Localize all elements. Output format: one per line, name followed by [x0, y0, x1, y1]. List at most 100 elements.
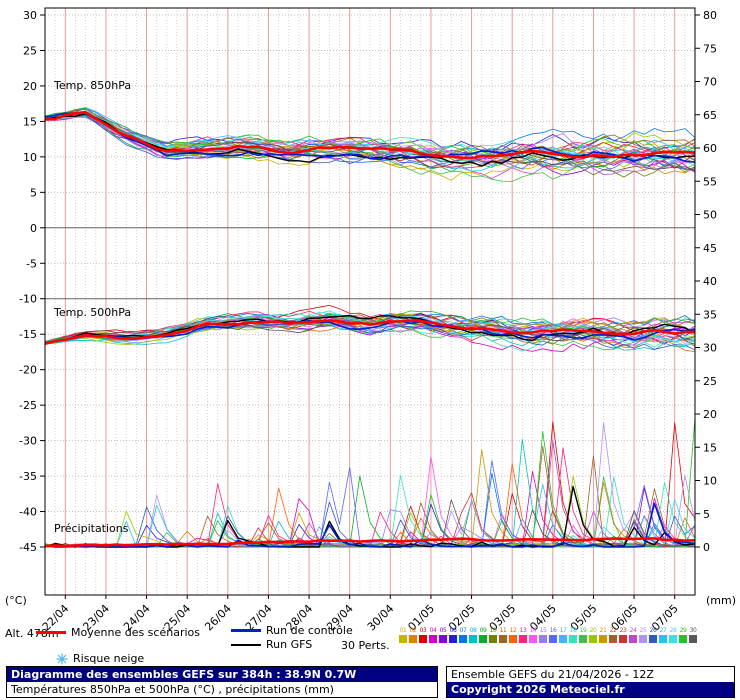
pert-legend-item: 05: [438, 627, 448, 643]
pert-number: 03: [419, 627, 427, 634]
snowflake-icon: [56, 653, 68, 664]
left-tick-label: -10: [19, 293, 37, 306]
pert-number: 06: [449, 627, 457, 634]
pert-color-swatch: [539, 635, 547, 643]
pert-number: 19: [579, 627, 587, 634]
pert-color-swatch: [629, 635, 637, 643]
right-axis-unit: (mm): [706, 594, 736, 607]
series-line: [45, 111, 695, 160]
pert-number: 13: [519, 627, 527, 634]
pert-legend-item: 03: [418, 627, 428, 643]
right-tick-label: 20: [703, 408, 717, 421]
pert-number: 08: [469, 627, 477, 634]
right-tick-label: 30: [703, 342, 717, 355]
right-tick-label: 65: [703, 109, 717, 122]
series-line: [45, 314, 695, 344]
series-line: [45, 116, 695, 163]
pert-color-swatch: [639, 635, 647, 643]
left-tick-label: -20: [19, 364, 37, 377]
pert-legend-item: 24: [628, 627, 638, 643]
pert-number: 14: [529, 627, 537, 634]
series-line: [45, 537, 695, 548]
pert-color-swatch: [649, 635, 657, 643]
altitude-label: Alt. 478m: [5, 627, 59, 640]
legend-gfs-label: Run GFS: [266, 638, 313, 651]
left-tick-label: 20: [23, 80, 37, 93]
pert-legend-item: 29: [678, 627, 688, 643]
left-axis-unit: (°C): [5, 594, 27, 607]
pert-color-swatch: [689, 635, 697, 643]
left-tick-label: -40: [19, 506, 37, 519]
pert-color-swatch: [569, 635, 577, 643]
pert-legend-item: 10: [488, 627, 498, 643]
pert-legend-item: 19: [578, 627, 588, 643]
pert-color-swatch: [399, 635, 407, 643]
legend-mean: Moyenne des scénarios: [36, 626, 200, 639]
pert-color-swatch: [509, 635, 517, 643]
series-line: [45, 422, 695, 548]
left-tick-label: -45: [19, 541, 37, 554]
pert-legend-item: 28: [668, 627, 678, 643]
pert-color-swatch: [579, 635, 587, 643]
pert-color-swatch: [519, 635, 527, 643]
pert-legend-item: 09: [478, 627, 488, 643]
right-tick-label: 60: [703, 142, 717, 155]
gfs-line-swatch: [231, 643, 261, 646]
pert-number: 27: [659, 627, 667, 634]
pert-number: 07: [459, 627, 467, 634]
pert-legend-item: 08: [468, 627, 478, 643]
pert-color-swatch: [679, 635, 687, 643]
pert-color-swatch: [669, 635, 677, 643]
run-info: Ensemble GEFS du 21/04/2026 - 12Z: [447, 667, 734, 682]
pert-number: 28: [669, 627, 677, 634]
ensemble-chart-canvas: 302520151050-5-10-15-20-25-30-35-40-4580…: [5, 7, 736, 634]
pert-number: 01: [399, 627, 407, 634]
legend-perts-label: 30 Perts.: [341, 639, 390, 652]
pert-number: 11: [499, 627, 507, 634]
left-tick-label: 5: [30, 186, 37, 199]
pert-legend-item: 23: [618, 627, 628, 643]
pert-color-swatch: [549, 635, 557, 643]
left-tick-label: -30: [19, 435, 37, 448]
pert-number: 02: [409, 627, 417, 634]
section-label: Temp. 850hPa: [53, 79, 131, 92]
legend-control-label: Run de contrôle: [266, 624, 353, 637]
right-tick-label: 10: [703, 475, 717, 488]
pert-legend-item: 14: [528, 627, 538, 643]
pert-color-swatch: [499, 635, 507, 643]
section-label: Temp. 500hPa: [53, 306, 131, 319]
pert-legend-item: 01: [398, 627, 408, 643]
pert-number: 23: [619, 627, 627, 634]
pert-legend-item: 11: [498, 627, 508, 643]
pert-color-swatch: [619, 635, 627, 643]
pert-legend-item: 16: [548, 627, 558, 643]
date-label: 26/04: [202, 602, 234, 634]
pert-legend-item: 02: [408, 627, 418, 643]
pert-legend-item: 22: [608, 627, 618, 643]
pert-color-swatch: [589, 635, 597, 643]
pert-number: 04: [429, 627, 437, 634]
pert-legend-item: 25: [638, 627, 648, 643]
pert-legend-item: 04: [428, 627, 438, 643]
pert-color-swatch: [419, 635, 427, 643]
series-line: [45, 502, 695, 548]
legend-control: Run de contrôle: [231, 624, 353, 637]
pert-number: 21: [599, 627, 607, 634]
control-line-swatch: [231, 629, 261, 632]
right-tick-label: 75: [703, 42, 717, 55]
pert-number: 15: [539, 627, 547, 634]
left-tick-label: -25: [19, 399, 37, 412]
pert-number: 09: [479, 627, 487, 634]
left-tick-label: -5: [26, 257, 37, 270]
left-tick-label: 15: [23, 115, 37, 128]
right-tick-label: 70: [703, 76, 717, 89]
right-tick-label: 35: [703, 308, 717, 321]
left-tick-label: -15: [19, 328, 37, 341]
plot-frame: [44, 7, 696, 596]
pert-number: 30: [689, 627, 697, 634]
pert-number: 20: [589, 627, 597, 634]
right-tick-label: 15: [703, 441, 717, 454]
diagram-subtitle: Températures 850hPa et 500hPa (°C) , pré…: [7, 682, 437, 697]
left-tick-label: 0: [30, 222, 37, 235]
